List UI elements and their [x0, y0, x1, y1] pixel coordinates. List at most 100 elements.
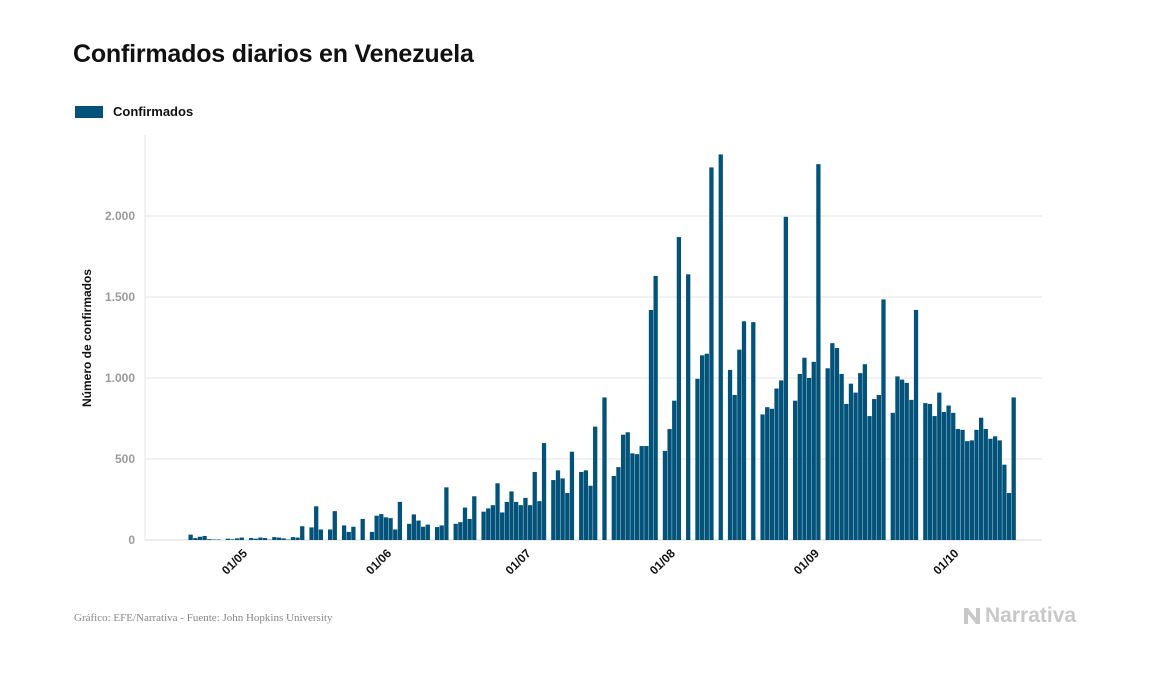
bar	[458, 522, 463, 540]
bar	[332, 511, 337, 540]
bar	[760, 414, 765, 540]
bar	[434, 527, 440, 540]
bar	[202, 535, 207, 540]
bar	[193, 538, 198, 540]
bar	[527, 505, 533, 540]
bar	[295, 537, 300, 540]
bar	[672, 400, 677, 540]
bar	[997, 440, 1002, 540]
y-axis: 0 500 1.000 1.500 2.000	[105, 209, 135, 547]
bar	[188, 534, 193, 540]
bar	[769, 408, 775, 540]
bar	[844, 403, 849, 540]
bar	[825, 368, 830, 540]
bar	[639, 446, 644, 540]
bar	[700, 355, 705, 540]
bar	[379, 514, 384, 540]
bar	[565, 493, 570, 540]
bar	[523, 497, 528, 540]
bar	[774, 388, 779, 540]
x-tick-label: 01/07	[503, 546, 534, 577]
bar	[927, 403, 933, 540]
bar	[504, 501, 509, 540]
bar	[830, 343, 835, 540]
bar	[393, 529, 398, 540]
bar	[630, 453, 635, 540]
bar	[802, 357, 807, 540]
bar	[583, 470, 589, 540]
bar	[737, 349, 742, 540]
bar	[644, 446, 649, 540]
bar	[444, 487, 449, 540]
bar	[1006, 493, 1012, 540]
y-tick-label: 500	[115, 452, 135, 466]
x-tick-label: 01/05	[219, 546, 250, 577]
bar	[593, 426, 598, 540]
bar	[407, 523, 412, 540]
source-note: Gráfico: EFE/Narrativa - Fuente: John Ho…	[74, 612, 333, 624]
bar	[416, 520, 421, 540]
bar	[955, 429, 961, 540]
y-tick-label: 1.000	[105, 371, 135, 385]
bar	[425, 524, 430, 540]
bar	[862, 364, 868, 540]
bar	[514, 501, 519, 540]
legend-label: Confirmados	[113, 104, 194, 119]
bar	[207, 539, 212, 540]
bar	[1002, 464, 1007, 540]
bar	[881, 299, 886, 540]
bar	[374, 515, 379, 540]
bar	[704, 353, 709, 540]
bar	[783, 216, 788, 540]
bar	[560, 478, 565, 540]
bar	[258, 537, 263, 540]
bar	[309, 527, 314, 540]
bar	[899, 379, 905, 540]
bar	[648, 309, 654, 540]
bar	[834, 348, 840, 540]
bar	[872, 399, 877, 540]
bar	[318, 529, 323, 540]
bar	[230, 539, 235, 540]
bar	[551, 480, 556, 540]
bar	[262, 538, 268, 540]
bar	[1011, 397, 1016, 540]
bar	[569, 451, 575, 540]
bar	[867, 416, 872, 540]
legend: Confirmados	[75, 104, 193, 119]
bar	[611, 476, 616, 540]
bar	[300, 526, 305, 540]
bar	[225, 538, 230, 540]
bar	[197, 536, 203, 540]
bar	[765, 407, 770, 540]
y-tick-label: 1.500	[105, 290, 135, 304]
bar	[555, 470, 561, 540]
bar	[439, 525, 444, 540]
bar	[676, 237, 682, 540]
bar	[346, 531, 351, 540]
bar	[839, 373, 844, 540]
bar	[923, 403, 928, 540]
bar	[351, 526, 356, 540]
bar	[509, 491, 514, 540]
y-tick-label: 0	[128, 533, 135, 547]
legend-swatch	[75, 105, 103, 118]
bar	[328, 529, 333, 540]
bar	[602, 397, 607, 540]
y-axis-label: Número de confirmados	[80, 269, 94, 407]
bar	[532, 471, 537, 540]
bar	[853, 392, 858, 540]
bar	[727, 369, 733, 540]
x-tick-label: 01/09	[791, 546, 822, 577]
bar	[946, 405, 951, 540]
bar	[667, 429, 672, 540]
narrativa-logo-icon	[964, 608, 980, 624]
bar	[248, 538, 254, 540]
bar	[969, 440, 974, 540]
bar	[983, 429, 988, 540]
bar	[686, 274, 691, 540]
bar	[662, 450, 668, 540]
bar	[500, 512, 505, 540]
bar	[625, 432, 630, 540]
bar	[811, 361, 816, 540]
